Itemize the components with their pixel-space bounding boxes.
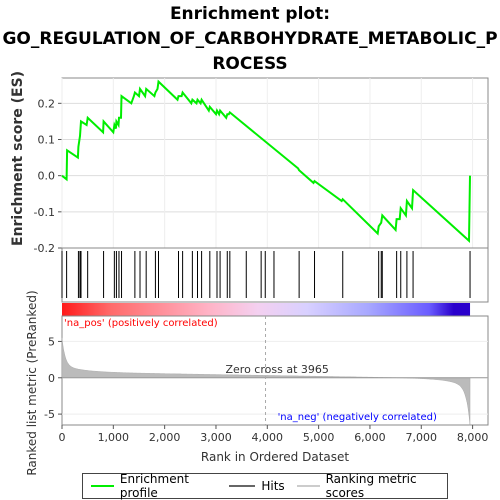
neg-correlated-label: 'na_neg' (negatively correlated) bbox=[278, 412, 437, 423]
chart-title-line-2: GO_REGULATION_OF_CARBOHYDRATE_METABOLIC_… bbox=[2, 29, 498, 49]
es-tick-label: -0.1 bbox=[34, 206, 55, 219]
legend-item-profile: Enrichment profile bbox=[91, 472, 217, 500]
zero-cross-label: Zero cross at 3965 bbox=[226, 363, 329, 376]
rank-colorbar bbox=[62, 303, 471, 316]
legend-swatch-profile bbox=[91, 485, 114, 487]
chart-title-line-1: Enrichment plot: bbox=[169, 4, 331, 24]
es-tick-label: -0.2 bbox=[34, 242, 55, 255]
hits-panel-frame bbox=[61, 247, 489, 303]
x-tick-label: 3,000 bbox=[200, 431, 232, 444]
legend-item-hits: Hits bbox=[229, 479, 285, 493]
x-tick-label: 6,000 bbox=[354, 431, 386, 444]
metric-tick-label: 0 bbox=[48, 372, 55, 385]
metric-tick-label: -5 bbox=[44, 408, 55, 421]
x-tick-label: 2,000 bbox=[149, 431, 181, 444]
legend-swatch-metric bbox=[296, 485, 320, 487]
enrichment-profile-line bbox=[61, 79, 471, 244]
es-panel-frame bbox=[61, 77, 489, 249]
metric-tick-label: 5 bbox=[48, 335, 55, 348]
x-tick-label: 8,000 bbox=[457, 431, 489, 444]
legend-label-metric: Ranking metric scores bbox=[325, 472, 417, 500]
pos-correlated-label: 'na_pos' (positively correlated) bbox=[64, 318, 218, 329]
es-tick-label: 0.0 bbox=[38, 170, 56, 183]
x-tick-label: 5,000 bbox=[303, 431, 335, 444]
es-tick-label: 0.2 bbox=[38, 97, 56, 110]
x-tick-label: 7,000 bbox=[406, 431, 438, 444]
x-tick-label: 4,000 bbox=[252, 431, 284, 444]
legend-label-hits: Hits bbox=[261, 479, 285, 493]
metric-panel-frame bbox=[61, 315, 489, 426]
x-tick-label: 1,000 bbox=[98, 431, 130, 444]
es-tick-label: 0.1 bbox=[38, 133, 56, 146]
legend-item-metric: Ranking metric scores bbox=[296, 472, 443, 500]
legend-swatch-hits bbox=[229, 485, 256, 487]
legend-label-profile: Enrichment profile bbox=[119, 472, 189, 500]
legend: Enrichment profile Hits Ranking metric s… bbox=[82, 472, 448, 500]
x-tick-label: 0 bbox=[59, 431, 66, 444]
x-axis-label: Rank in Ordered Dataset bbox=[201, 450, 349, 464]
chart-title-line-3: ROCESS bbox=[212, 54, 288, 74]
